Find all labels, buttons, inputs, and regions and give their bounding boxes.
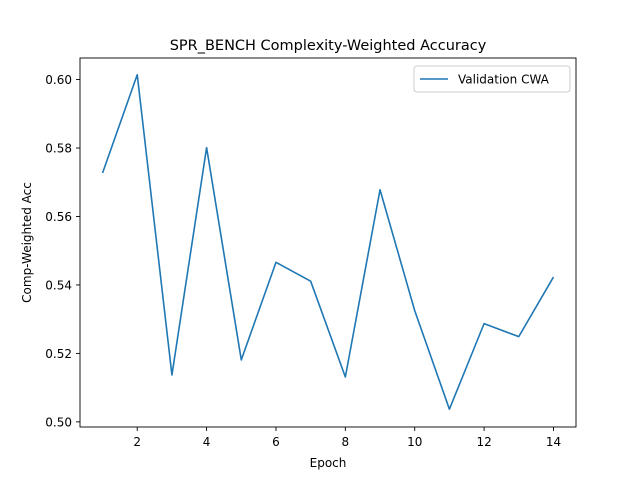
plot-area-frame: [79, 57, 577, 428]
y-tick-label: 0.50: [45, 415, 72, 429]
x-axis-label: Epoch: [310, 456, 347, 470]
x-tick-label: 10: [407, 435, 422, 449]
series-line: [101, 73, 555, 411]
legend-box: [413, 65, 571, 93]
series-layer: [101, 73, 555, 411]
y-tick-label: 0.54: [45, 278, 72, 292]
chart-title: SPR_BENCH Complexity-Weighted Accuracy: [170, 38, 487, 54]
y-axis-ticks: 0.50 0.52 0.54 0.56 0.58 0.60: [45, 73, 80, 429]
y-tick-label: 0.52: [45, 347, 72, 361]
legend-label: Validation CWA: [458, 73, 550, 87]
y-tick-label: 0.58: [45, 142, 72, 156]
x-tick-label: 12: [476, 435, 491, 449]
x-tick-label: 4: [203, 435, 211, 449]
y-axis-label: Comp-Weighted Acc: [20, 182, 34, 303]
x-tick-label: 8: [342, 435, 350, 449]
y-tick-label: 0.56: [45, 210, 72, 224]
y-tick-label: 0.60: [45, 73, 72, 87]
x-tick-label: 6: [272, 435, 280, 449]
legend: Validation CWA: [413, 65, 571, 93]
x-tick-label: 2: [133, 435, 141, 449]
x-axis-ticks: 2 4 6 8 10 12 14: [133, 427, 561, 449]
x-tick-label: 14: [546, 435, 561, 449]
